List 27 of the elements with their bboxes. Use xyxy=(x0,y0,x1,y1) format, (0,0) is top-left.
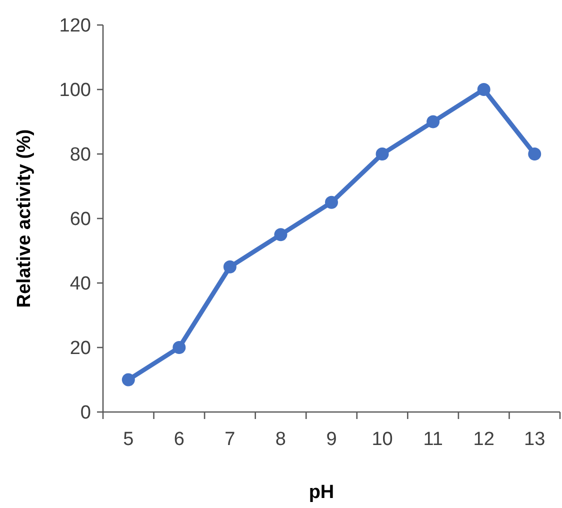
x-tick-label: 8 xyxy=(275,429,286,450)
point xyxy=(325,196,338,209)
point xyxy=(274,228,288,242)
point xyxy=(376,148,389,160)
y-tick-label: 80 xyxy=(70,144,91,166)
y-tick-label: 120 xyxy=(59,16,91,37)
point xyxy=(122,373,135,386)
x-tick-label: 12 xyxy=(473,429,494,450)
y-tick-label: 60 xyxy=(70,209,91,230)
point xyxy=(528,148,542,160)
y-tick-label: 100 xyxy=(59,80,91,102)
point xyxy=(223,260,236,274)
x-tick-label: 10 xyxy=(372,429,393,450)
x-tick-label: 11 xyxy=(423,429,443,450)
point xyxy=(426,115,440,128)
y-tick-label: 0 xyxy=(80,402,91,424)
y-axis-title: Relative activity (%) xyxy=(14,129,35,308)
x-tick-label: 9 xyxy=(326,429,337,450)
point xyxy=(477,83,490,96)
y-tick-label: 20 xyxy=(70,338,91,360)
y-tick-label: 40 xyxy=(70,274,91,295)
x-tick-label: 7 xyxy=(224,429,236,450)
x-tick-label: 13 xyxy=(524,429,546,450)
x-tick-label: 5 xyxy=(123,429,134,450)
point xyxy=(172,341,186,354)
x-axis-title: pH xyxy=(308,482,334,503)
x-tick-label: 6 xyxy=(174,429,184,450)
